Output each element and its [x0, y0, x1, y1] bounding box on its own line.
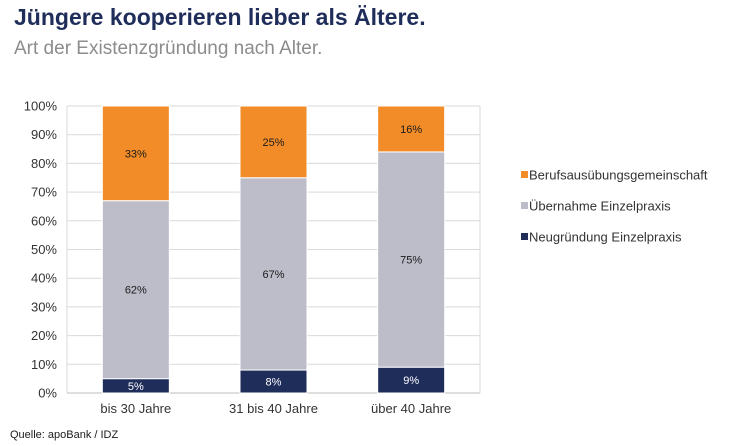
- data-label: 62%: [125, 285, 147, 297]
- legend-swatch: [521, 171, 528, 178]
- y-tick-label: 60%: [31, 213, 57, 228]
- bar-segment: [377, 105, 446, 153]
- data-label: 9%: [403, 375, 419, 387]
- x-category-label: bis 30 Jahre: [100, 401, 171, 416]
- data-label: 16%: [400, 124, 422, 136]
- legend-label: Übernahme Einzelpraxis: [529, 199, 671, 214]
- bar-segment: [377, 151, 446, 368]
- y-tick-label: 20%: [31, 328, 57, 343]
- y-tick-label: 0%: [38, 386, 57, 401]
- y-tick-label: 10%: [31, 357, 57, 372]
- y-tick-label: 90%: [31, 127, 57, 142]
- data-label: 5%: [128, 381, 144, 393]
- y-tick-label: 30%: [31, 299, 57, 314]
- data-label: 75%: [400, 255, 422, 267]
- legend-swatch: [521, 233, 528, 240]
- chart-title: Jüngere kooperieren lieber als Ältere.: [14, 4, 426, 30]
- legend-label: Berufsausübungsgemeinschaft: [529, 168, 708, 183]
- data-label: 33%: [125, 148, 147, 160]
- source-note: Quelle: apoBank / IDZ: [10, 429, 119, 441]
- x-category-label: 31 bis 40 Jahre: [229, 401, 318, 416]
- y-tick-label: 70%: [31, 185, 57, 200]
- bar-segment: [239, 177, 308, 371]
- chart-subtitle: Art der Existenzgründung nach Alter.: [14, 38, 323, 59]
- y-tick-label: 40%: [31, 271, 57, 286]
- data-label: 25%: [262, 137, 284, 149]
- x-category-label: über 40 Jahre: [371, 401, 451, 416]
- data-label: 8%: [266, 377, 282, 389]
- y-tick-label: 100%: [24, 99, 58, 114]
- data-label: 67%: [262, 269, 284, 281]
- y-tick-label: 80%: [31, 156, 57, 171]
- legend-label: Neugründung Einzelpraxis: [529, 230, 682, 245]
- y-tick-label: 50%: [31, 242, 57, 257]
- bar-segment: [101, 105, 170, 202]
- bar-segment: [101, 200, 170, 380]
- bar-segment: [239, 105, 308, 179]
- legend-swatch: [521, 202, 528, 209]
